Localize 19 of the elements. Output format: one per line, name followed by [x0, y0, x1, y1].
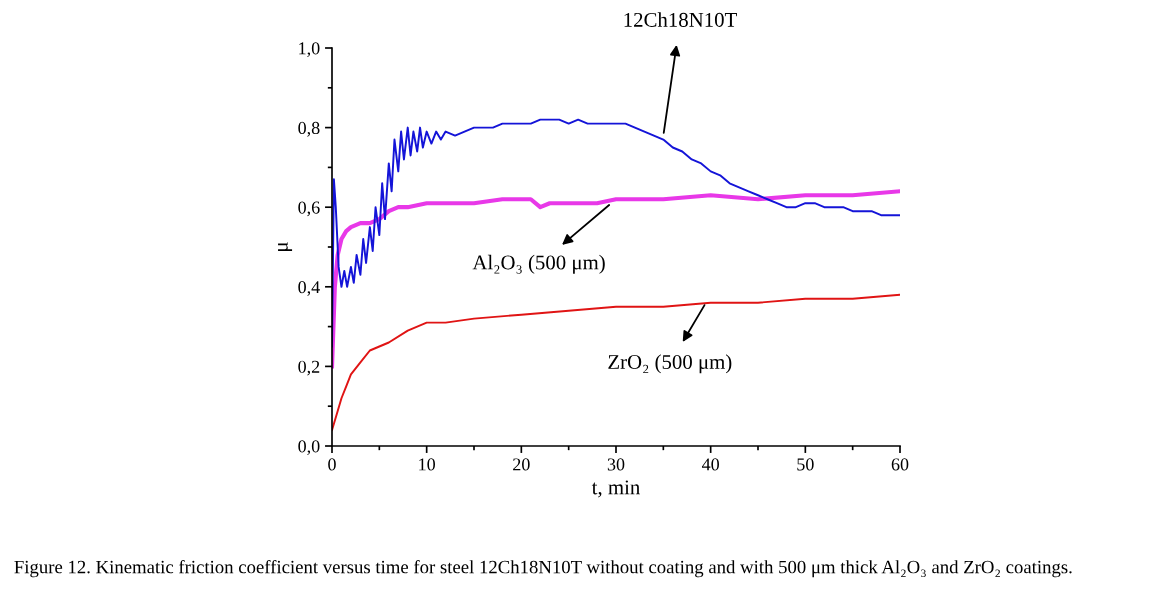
y-tick-label: 1,0 [299, 42, 320, 58]
x-tick-label: 10 [419, 458, 436, 471]
x-tick-label: 30 [607, 458, 625, 471]
x-tick-label: 60 [891, 458, 909, 471]
annotation: Al₂O₃ (500 μm) [472, 254, 605, 274]
y-tick-label: 0,8 [298, 121, 320, 137]
caption: Figure 12. Kinematic friction coefficient versus time for steel 12Ch18N10T without coating and with 500 μm thick Al₂O₃ and ZrO₂ coatings. [14, 559, 1072, 578]
x-tick-label: 50 [797, 458, 814, 471]
y-tick-label: 0,2 [298, 360, 320, 376]
y-axis-title: μ [278, 242, 293, 251]
y-tick-label: 0,0 [298, 440, 320, 456]
y-tick-label: 0,6 [298, 201, 320, 217]
annotation: ZrO₂ (500 μm) [608, 354, 732, 374]
x-tick-label: 40 [701, 458, 720, 471]
annotation: 12Ch18N10T [624, 12, 737, 27]
x-axis-title: t, min [591, 480, 640, 498]
y-tick-label: 0,4 [298, 281, 320, 296]
x-tick-label: 20 [513, 458, 530, 471]
x-tick-label: 0 [328, 458, 336, 471]
